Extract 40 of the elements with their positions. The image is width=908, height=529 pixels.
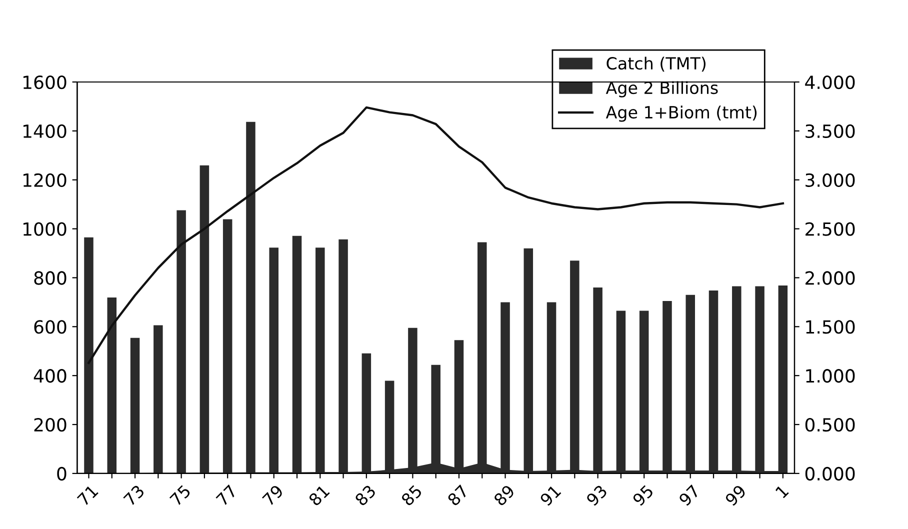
x-tick-label: 95 [632, 484, 654, 507]
y-tick-label: 1200 [23, 173, 66, 187]
x-tick-label: 93 [586, 484, 608, 507]
x-tick-label: 91 [539, 484, 562, 507]
x-tick-label: 77 [216, 484, 238, 506]
y-tick-label: 1000 [23, 222, 66, 236]
x-tick-label: 79 [262, 484, 284, 506]
x-tick-label: 87 [446, 484, 469, 506]
y2-tick-label: 1.000 [806, 369, 855, 383]
y2-tick-label: 3.500 [806, 124, 855, 138]
x-tick-label: 85 [400, 484, 423, 506]
y-tick-label: 800 [34, 271, 66, 285]
y2-tick-label: 0.500 [805, 418, 855, 432]
legend-label: Catch (TMT) [606, 56, 706, 72]
y-tick-label: 400 [34, 369, 66, 383]
x-tick-label: 81 [308, 484, 330, 506]
bar [107, 298, 117, 474]
legend-label: Age 1+Biom (tmt) [606, 106, 757, 122]
bar [84, 237, 94, 474]
line-series [88, 106, 784, 364]
y2-tick-label: 3.000 [806, 173, 855, 187]
x-tick-label: 89 [493, 484, 516, 506]
x-tick-label: 83 [354, 484, 376, 506]
y-tick-label: 1400 [23, 124, 66, 138]
bar [130, 338, 140, 474]
x-tick-label: 71 [76, 484, 98, 506]
x-tick-label: 99 [724, 484, 747, 507]
y2-tick-label: 2.500 [806, 222, 855, 236]
x-tick-label: 73 [123, 484, 145, 506]
x-tick-label: 75 [169, 484, 192, 506]
y2-tick-label: 4.000 [805, 75, 855, 90]
y-tick-label: 0 [57, 466, 66, 481]
y-tick-label: 600 [34, 320, 66, 334]
y2-tick-label: 2.000 [806, 271, 855, 285]
x-tick-label: 1 [775, 484, 789, 498]
y-tick-label: 1600 [23, 75, 66, 90]
y2-tick-label: 1.500 [806, 320, 855, 334]
y-tick-label: 200 [34, 418, 66, 432]
x-tick-label: 97 [678, 484, 700, 507]
y2-tick-label: 0.000 [805, 466, 855, 481]
